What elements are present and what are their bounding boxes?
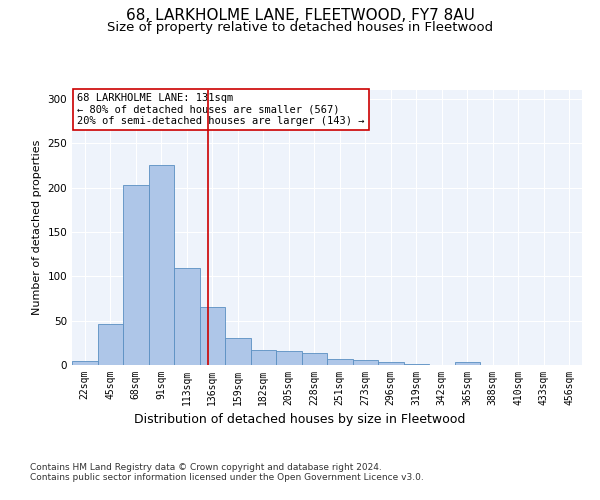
Bar bbox=[404, 364, 429, 365]
Bar bbox=[149, 164, 174, 365]
Bar bbox=[276, 351, 302, 365]
Bar bbox=[199, 308, 225, 365]
Text: 68, LARKHOLME LANE, FLEETWOOD, FY7 8AU: 68, LARKHOLME LANE, FLEETWOOD, FY7 8AU bbox=[125, 8, 475, 22]
Bar bbox=[72, 360, 97, 365]
Text: Distribution of detached houses by size in Fleetwood: Distribution of detached houses by size … bbox=[134, 412, 466, 426]
Bar bbox=[378, 362, 404, 365]
Bar bbox=[455, 362, 480, 365]
Bar bbox=[123, 185, 149, 365]
Text: Contains HM Land Registry data © Crown copyright and database right 2024.
Contai: Contains HM Land Registry data © Crown c… bbox=[30, 462, 424, 482]
Bar bbox=[327, 359, 353, 365]
Bar bbox=[174, 268, 199, 365]
Bar bbox=[225, 338, 251, 365]
Text: 68 LARKHOLME LANE: 131sqm
← 80% of detached houses are smaller (567)
20% of semi: 68 LARKHOLME LANE: 131sqm ← 80% of detac… bbox=[77, 92, 365, 126]
Bar bbox=[251, 350, 276, 365]
Bar bbox=[353, 360, 378, 365]
Text: Size of property relative to detached houses in Fleetwood: Size of property relative to detached ho… bbox=[107, 21, 493, 34]
Bar bbox=[97, 324, 123, 365]
Y-axis label: Number of detached properties: Number of detached properties bbox=[32, 140, 42, 315]
Bar bbox=[302, 354, 327, 365]
